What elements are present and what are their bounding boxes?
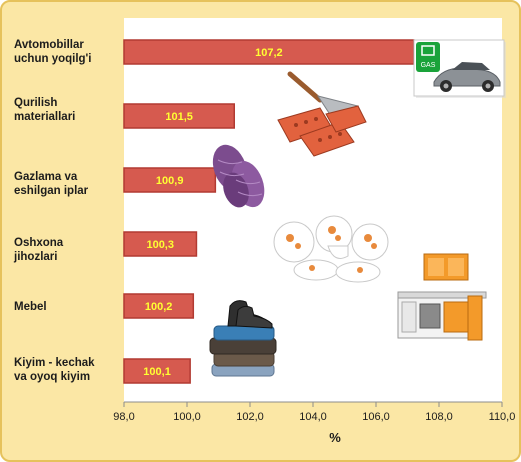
x-tick-label-0: 98,0: [113, 411, 134, 423]
data-label-5: 100,1: [143, 366, 171, 378]
data-label-2: 100,9: [156, 175, 184, 187]
x-axis-title: %: [329, 430, 341, 445]
x-tick-label-6: 110,0: [489, 411, 516, 423]
x-tick-label-1: 100,0: [173, 411, 201, 423]
category-label-fuel: Avtomobillar uchun yoqilg'i: [14, 39, 92, 65]
bricks-trowel-picture: [277, 71, 367, 157]
car-fuel-picture: GAS: [413, 39, 506, 98]
x-tick-label-3: 104,0: [299, 411, 327, 423]
category-label-construction: Qurilish materiallari: [14, 97, 76, 123]
x-tick-label-5: 108,0: [425, 411, 453, 423]
category-label-fabrics: Gazlama va eshilgan iplar: [14, 171, 89, 197]
data-label-4: 100,2: [145, 301, 173, 313]
dishes-picture: [273, 215, 389, 283]
data-label-1: 101,5: [165, 111, 193, 123]
data-label-3: 100,3: [146, 239, 174, 251]
category-label-kitchen: Oshxona jihozlari: [14, 237, 64, 263]
bar-1: [123, 103, 235, 129]
category-label-clothing: Kiyim - kechak va oyoq kiyim: [14, 357, 95, 383]
category-label-furniture: Mebel: [14, 301, 47, 313]
bar-5: [123, 358, 191, 384]
bar-0: [123, 39, 415, 65]
car-badge-text: GAS: [421, 62, 436, 69]
bar-3: [123, 231, 198, 257]
kitchen-picture: [397, 253, 487, 341]
yarn-picture: [212, 144, 265, 208]
data-label-0: 107,2: [255, 47, 283, 59]
bar-4: [123, 293, 195, 319]
bar-2: [123, 167, 217, 193]
clothing-shoes-picture: [209, 300, 277, 377]
x-tick-label-2: 102,0: [236, 411, 264, 423]
x-tick-label-4: 106,0: [362, 411, 390, 423]
